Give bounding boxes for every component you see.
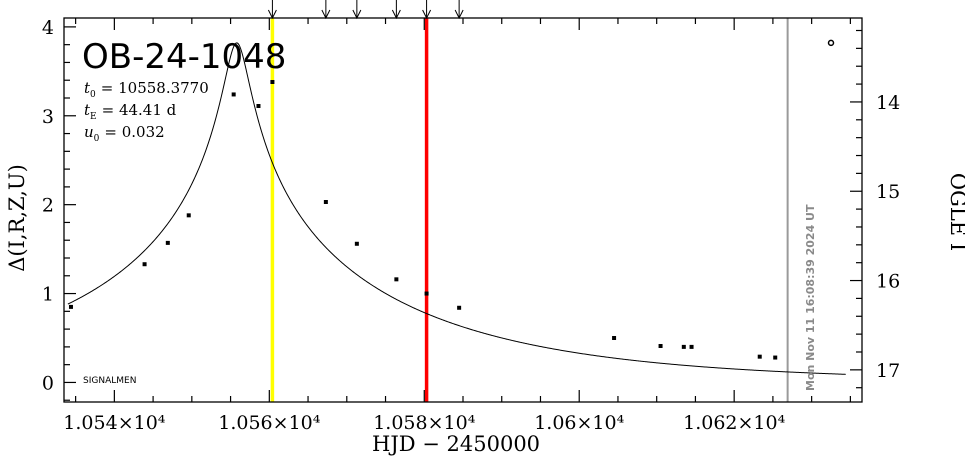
- param-t0: t0 = 10558.3770: [84, 79, 209, 100]
- data-point: [827, 39, 835, 47]
- y-axis-label: Δ(I,R,Z,U): [5, 164, 29, 272]
- model-curve: [67, 42, 846, 375]
- y-tick-label: 3: [42, 106, 54, 128]
- data-point: [757, 354, 762, 359]
- data-point: [689, 344, 694, 349]
- event-title: OB-24-1048: [82, 37, 286, 77]
- y-tick-label: 2: [42, 195, 54, 217]
- data-point: [186, 213, 191, 218]
- observation-arrow: [321, 0, 331, 20]
- data-point: [165, 240, 170, 245]
- data-point: [256, 104, 261, 108]
- observation-arrow: [391, 0, 401, 20]
- data-point: [681, 344, 686, 349]
- data-point: [424, 291, 429, 296]
- y-tick-label: 4: [42, 17, 54, 39]
- data-point: [394, 277, 399, 282]
- data-point: [658, 344, 663, 348]
- observation-arrow: [352, 0, 362, 20]
- y-tick-label: 0: [42, 372, 54, 394]
- observation-arrow: [454, 0, 464, 20]
- data-point: [354, 241, 359, 246]
- data-point: [270, 80, 275, 84]
- data-point: [457, 305, 462, 310]
- data-point: [773, 355, 778, 360]
- y2-tick-label: 14: [876, 92, 900, 114]
- axis-ticks: 1.054×10⁴ 1.056×10⁴ 1.058×10⁴ 1.06×10⁴ 1.062…: [42, 17, 900, 434]
- parameters: t0 = 10558.3770 tE = 44.41 d u0 = 0.032: [84, 79, 209, 144]
- y2-tick-label: 17: [876, 360, 900, 382]
- x-axis-label: HJD − 2450000: [372, 432, 540, 456]
- y2-axis-label: OGLE I: [946, 173, 965, 251]
- data-point: [612, 336, 617, 340]
- timestamp-label: Mon Nov 11 16:08:39 2024 UT: [804, 204, 817, 391]
- data-point: [142, 262, 147, 267]
- y-tick-label: 1: [42, 284, 54, 306]
- y2-tick-label: 15: [876, 181, 900, 203]
- param-te: tE = 44.41 d: [84, 101, 177, 122]
- x-tick-label: 1.054×10⁴: [63, 412, 165, 434]
- data-point: [231, 92, 236, 97]
- param-u0: u0 = 0.032: [84, 123, 165, 144]
- data-point: [68, 304, 73, 309]
- x-tick-label: 1.058×10⁴: [373, 412, 475, 434]
- observation-arrow: [422, 0, 432, 20]
- observation-arrows: [267, 0, 464, 20]
- x-tick-label: 1.056×10⁴: [218, 412, 320, 434]
- observation-arrow: [267, 0, 277, 20]
- data-points: [68, 39, 835, 360]
- x-tick-label: 1.062×10⁴: [683, 412, 785, 434]
- data-point: [323, 200, 328, 204]
- model-curve-line: [67, 42, 846, 375]
- credit-label: SIGNALMEN: [83, 376, 136, 386]
- x-tick-label: 1.06×10⁴: [534, 412, 624, 434]
- y2-tick-label: 16: [876, 271, 900, 293]
